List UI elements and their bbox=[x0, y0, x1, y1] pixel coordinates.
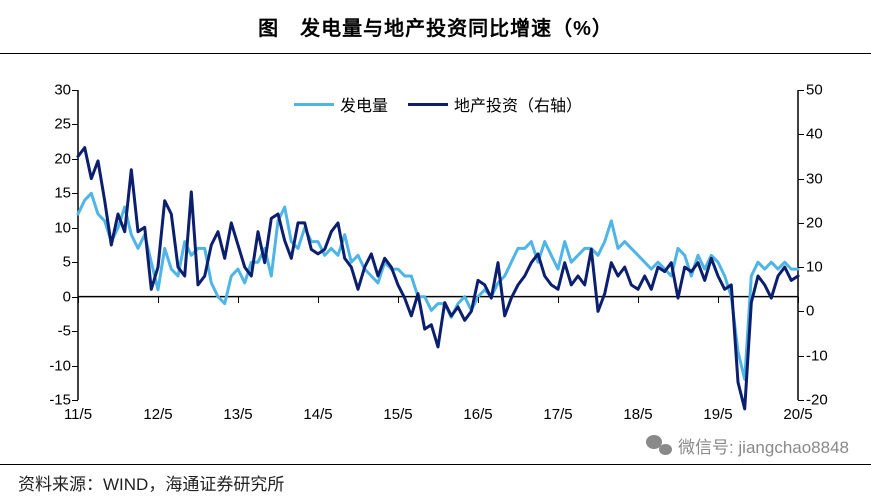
x-tick-label: 16/5 bbox=[463, 406, 492, 423]
x-tick-label: 19/5 bbox=[703, 406, 732, 423]
y-left-tick-label: 15 bbox=[54, 185, 71, 202]
source-text: 资料来源：WIND，海通证券研究所 bbox=[18, 470, 284, 495]
x-tick-label: 12/5 bbox=[143, 406, 172, 423]
source-area: 资料来源：WIND，海通证券研究所 bbox=[0, 464, 871, 500]
y-right-tick-label: 0 bbox=[806, 303, 814, 320]
y-left-tick-label: 25 bbox=[54, 116, 71, 133]
y-left-tick-label: -10 bbox=[49, 357, 71, 374]
y-right-tick-label: -10 bbox=[806, 347, 828, 364]
y-right-tick-label: 10 bbox=[806, 259, 823, 276]
y-left-tick-label: -5 bbox=[58, 323, 71, 340]
y-left-tick-label: 10 bbox=[54, 219, 71, 236]
x-tick-label: 13/5 bbox=[223, 406, 252, 423]
y-right-tick-label: 30 bbox=[806, 170, 823, 187]
chart-title-area: 图 发电量与地产投资同比增速（%） bbox=[0, 0, 871, 54]
x-tick-label: 11/5 bbox=[64, 406, 92, 423]
x-tick-label: 14/5 bbox=[303, 406, 332, 423]
y-left-tick-label: 0 bbox=[63, 288, 71, 305]
x-tick-label: 15/5 bbox=[383, 406, 412, 423]
wechat-icon bbox=[646, 435, 672, 457]
y-left-tick-label: 5 bbox=[63, 254, 71, 271]
x-tick-label: 18/5 bbox=[623, 406, 652, 423]
chart-title: 图 发电量与地产投资同比增速（%） bbox=[258, 12, 613, 41]
plot-area: 发电量 地产投资（右轴） bbox=[78, 90, 798, 400]
y-left-tick-label: 20 bbox=[54, 150, 71, 167]
x-tick-label: 20/5 bbox=[783, 406, 812, 423]
y-right-tick-label: 40 bbox=[806, 126, 823, 143]
watermark: 微信号: jiangchao8848 bbox=[646, 433, 849, 458]
y-right-tick-label: 50 bbox=[806, 82, 823, 99]
chart-container: 发电量 地产投资（右轴） -15-10-5051015202530-20-100… bbox=[10, 70, 861, 450]
watermark-text: 微信号: jiangchao8848 bbox=[678, 433, 849, 458]
y-right-tick-label: 20 bbox=[806, 214, 823, 231]
y-left-tick-label: 30 bbox=[54, 82, 71, 99]
chart-svg bbox=[78, 90, 798, 400]
x-tick-label: 17/5 bbox=[543, 406, 572, 423]
